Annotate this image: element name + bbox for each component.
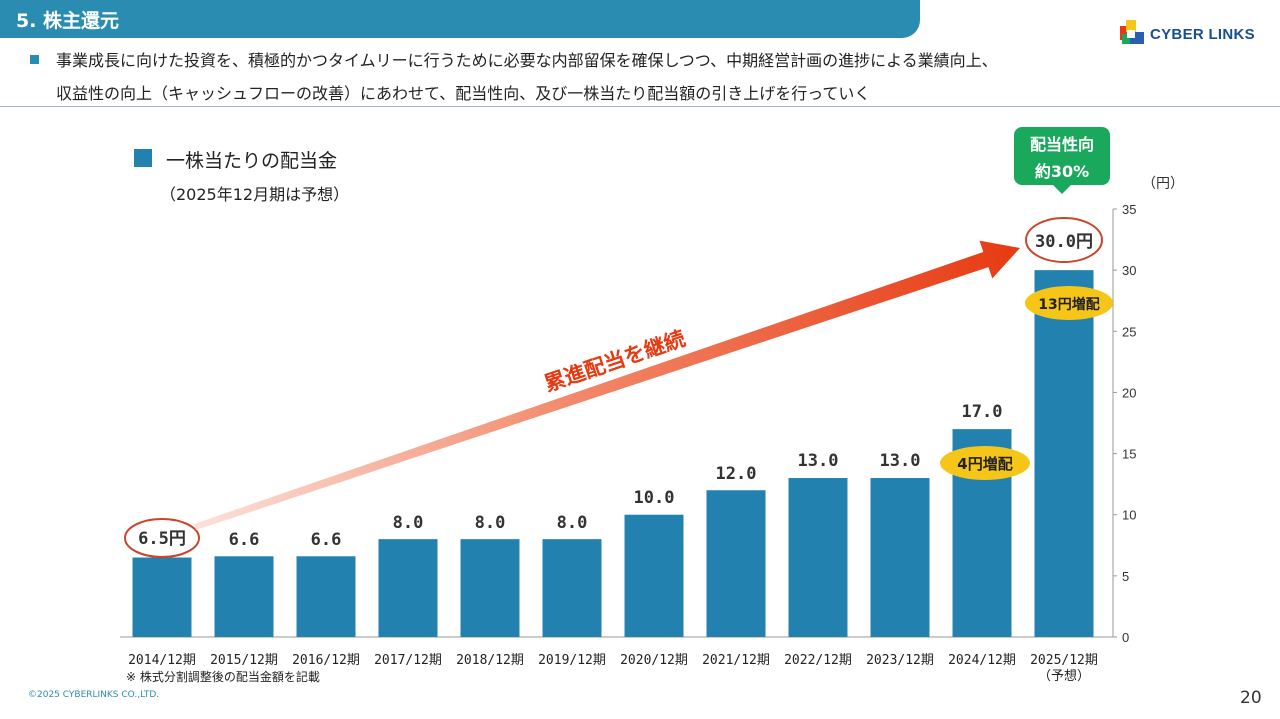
y-tick-label: 10 (1122, 508, 1136, 523)
data-label: 6.6 (311, 530, 342, 550)
y-tick-label: 0 (1122, 630, 1129, 645)
data-label: 17.0 (962, 402, 1003, 422)
description-line-2: 収益性の向上（キャッシュフローの改善）にあわせて、配当性向、及び一株当たり配当額… (56, 84, 871, 103)
legend-note: （2025年12月期は予想） (160, 185, 350, 204)
x-tick-label: 2025/12期 (1030, 653, 1098, 668)
bar-2023/12期 (870, 478, 930, 637)
y-tick-label: 25 (1122, 324, 1136, 339)
data-label: 30.0円 (1035, 232, 1093, 252)
x-tick-label: 2016/12期 (292, 653, 360, 668)
data-label: 8.0 (393, 513, 424, 533)
y-tick-label: 15 (1122, 447, 1136, 462)
data-label: 13.0 (880, 451, 921, 471)
bar-2022/12期 (788, 478, 848, 637)
legend-label: 一株当たりの配当金 (166, 150, 338, 172)
x-tick-label: 2020/12期 (620, 653, 688, 668)
x-tick-label: 2023/12期 (866, 653, 934, 668)
x-tick-label: 2021/12期 (702, 653, 770, 668)
bar-2025/12期 (1034, 270, 1094, 637)
data-label: 8.0 (475, 513, 506, 533)
data-label: 10.0 (634, 488, 675, 508)
bar-2017/12期 (378, 539, 438, 637)
data-label: 12.0 (716, 464, 757, 484)
bar-2016/12期 (296, 556, 356, 637)
footnote: ※ 株式分割調整後の配当金額を記載 (126, 670, 320, 684)
data-label: 13.0 (798, 451, 839, 471)
increase-badge-2024-text: 4円増配 (957, 455, 1012, 473)
x-tick-label: 2015/12期 (210, 653, 278, 668)
copyright: ©2025 CYBERLINKS CO.,LTD. (28, 690, 160, 700)
increase-badge-2025 (1025, 286, 1113, 320)
bar-2020/12期 (624, 514, 684, 637)
payout-ratio-badge-pointer (1052, 184, 1072, 194)
y-unit-label: （円） (1142, 176, 1184, 192)
description-line-1: 事業成長に向けた投資を、積極的かつタイムリーに行うために必要な内部留保を確保しつ… (56, 51, 998, 70)
growth-arrow-shape (193, 240, 1020, 531)
x-tick-label: 2019/12期 (538, 653, 606, 668)
x-tick-label: 2024/12期 (948, 653, 1016, 668)
header-divider (0, 106, 1280, 107)
increase-badge-2024 (940, 446, 1030, 480)
payout-ratio-label: 配当性向 (1030, 135, 1094, 154)
data-label: 6.6 (229, 530, 260, 550)
bullet-icon (30, 55, 39, 64)
payout-ratio-badge (1014, 127, 1110, 185)
y-tick-label: 30 (1122, 263, 1136, 278)
data-label: 6.5円 (138, 529, 186, 549)
bar-2019/12期 (542, 539, 602, 637)
y-tick-label: 35 (1122, 202, 1136, 217)
x-tick-label: 2014/12期 (128, 653, 196, 668)
highlight-circle-2014 (124, 518, 200, 558)
x-tick-label: 2022/12期 (784, 653, 852, 668)
bar-2015/12期 (214, 556, 274, 637)
x-tick-label: 2018/12期 (456, 653, 524, 668)
x-tick-label: 2017/12期 (374, 653, 442, 668)
bar-2021/12期 (706, 490, 766, 637)
highlight-circle-2025 (1025, 217, 1103, 263)
page-title: 5. 株主還元 (16, 10, 120, 32)
page-number: 20 (1240, 688, 1262, 708)
data-label: 8.0 (557, 513, 588, 533)
growth-arrow (193, 240, 1020, 531)
cyberlinks-logo-icon (1120, 20, 1144, 44)
bar-2018/12期 (460, 539, 520, 637)
title-bar: 5. 株主還元 (0, 0, 920, 38)
increase-badge-2025-text: 13円増配 (1038, 296, 1099, 313)
y-tick-label: 5 (1122, 569, 1129, 584)
y-tick-label: 20 (1122, 385, 1136, 400)
cyberlinks-logo: CYBER LINKS (1118, 18, 1268, 52)
payout-ratio-value: 約30% (1035, 162, 1089, 181)
x-tick-sublabel: （予想） (1038, 668, 1090, 684)
logo-text: CYBER LINKS (1150, 26, 1255, 43)
legend-swatch (134, 149, 152, 167)
bar-2014/12期 (132, 557, 192, 637)
